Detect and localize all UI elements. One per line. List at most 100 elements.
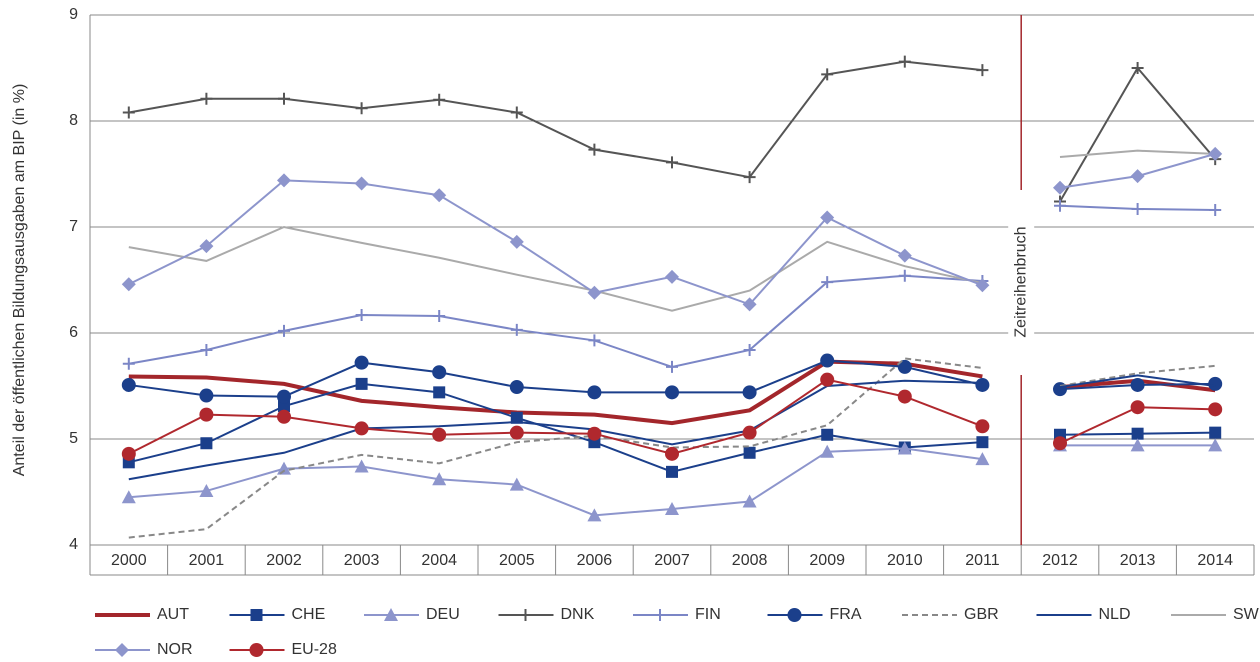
marker: [121, 446, 136, 461]
marker: [355, 377, 368, 390]
marker: [742, 494, 757, 508]
y-tick-label: 6: [69, 324, 78, 341]
series: [128, 374, 1216, 481]
y-tick-label: 4: [69, 536, 78, 553]
marker: [277, 389, 291, 404]
marker: [665, 385, 679, 400]
marker: [354, 421, 369, 436]
marker: [1208, 438, 1223, 452]
marker: [820, 353, 835, 368]
marker: [897, 389, 912, 404]
marker: [821, 428, 834, 441]
series-line: [128, 359, 983, 398]
marker: [976, 436, 989, 449]
marker: [1053, 180, 1067, 195]
marker: [355, 102, 368, 115]
marker: [432, 472, 447, 486]
x-tick-label: 2000: [111, 552, 147, 569]
x-tick-label: 2010: [887, 552, 923, 569]
marker: [433, 310, 446, 323]
x-tick-label: 2011: [965, 552, 1000, 569]
marker: [122, 357, 135, 370]
marker: [1208, 376, 1223, 391]
marker: [384, 608, 398, 621]
marker: [975, 278, 990, 293]
marker: [588, 143, 601, 156]
marker: [666, 156, 678, 169]
series-line: [128, 225, 983, 312]
break-label: Zeitreihenbruch: [1012, 226, 1029, 337]
marker: [200, 92, 213, 105]
marker: [250, 609, 263, 621]
series-line: [128, 378, 983, 455]
marker: [277, 173, 291, 188]
series-line: [128, 179, 983, 306]
marker: [587, 385, 602, 400]
marker: [1053, 436, 1067, 451]
legend-label: NOR: [157, 641, 193, 658]
marker: [1131, 427, 1144, 440]
series: [122, 199, 1222, 373]
marker: [820, 372, 835, 387]
marker: [509, 234, 524, 249]
marker: [897, 441, 912, 455]
marker: [820, 444, 835, 458]
marker: [1209, 204, 1222, 217]
x-tick-label: 2013: [1120, 552, 1156, 569]
marker: [354, 355, 369, 370]
x-tick-label: 2014: [1197, 552, 1233, 569]
marker: [121, 277, 136, 292]
legend-label: AUT: [157, 606, 189, 623]
marker: [820, 210, 835, 225]
marker: [654, 609, 666, 621]
y-tick-label: 8: [69, 112, 78, 129]
marker: [1208, 146, 1223, 161]
marker: [432, 188, 447, 203]
y-axis-label: Anteil der öffentlichen Bildungsausgaben…: [11, 84, 28, 477]
legend-label: NLD: [1099, 606, 1131, 623]
marker: [665, 446, 679, 461]
series: [128, 149, 1216, 312]
marker: [200, 437, 213, 450]
marker: [509, 477, 524, 491]
marker: [1130, 438, 1145, 452]
marker: [433, 386, 446, 399]
x-tick-label: 2003: [344, 552, 380, 569]
series-line: [1059, 149, 1216, 159]
marker: [277, 461, 291, 475]
break-label-bg: [1008, 190, 1035, 375]
x-tick-label: 2005: [499, 552, 535, 569]
marker: [200, 343, 213, 356]
marker: [278, 400, 290, 413]
series: [122, 55, 1222, 208]
series-line: [128, 357, 983, 539]
marker: [975, 377, 990, 392]
marker: [1131, 62, 1144, 74]
series: [128, 357, 1216, 539]
marker: [510, 411, 523, 424]
x-tick-label: 2004: [421, 552, 457, 569]
legend-label: GBR: [964, 606, 999, 623]
y-tick-label: 5: [69, 430, 78, 447]
marker: [743, 171, 756, 184]
marker: [976, 64, 989, 77]
marker: [432, 365, 447, 380]
series-line: [128, 447, 983, 517]
marker: [121, 377, 136, 392]
marker: [1130, 400, 1145, 415]
series: [121, 438, 1223, 522]
marker: [278, 324, 290, 337]
marker: [587, 508, 602, 522]
marker: [821, 68, 834, 81]
marker: [975, 419, 990, 434]
marker: [821, 276, 834, 289]
legend-label: FIN: [695, 606, 721, 623]
marker: [355, 308, 368, 321]
marker: [665, 269, 679, 284]
marker: [122, 106, 135, 119]
marker: [742, 385, 757, 400]
marker: [1130, 169, 1145, 184]
marker: [509, 425, 524, 440]
